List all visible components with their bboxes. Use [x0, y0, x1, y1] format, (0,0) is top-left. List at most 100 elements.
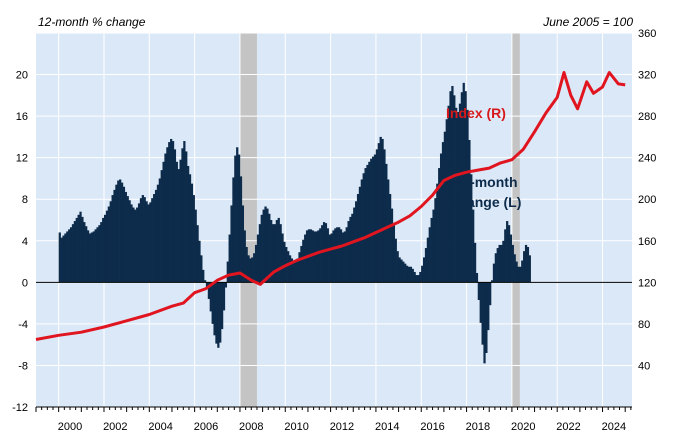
right-tick-label: 160 [638, 236, 656, 248]
change-bar [232, 177, 235, 283]
change-bar [79, 211, 82, 283]
change-bar [190, 183, 194, 283]
change-bar [158, 178, 161, 283]
right-tick-label: 280 [638, 111, 656, 123]
change-bar [528, 255, 531, 283]
change-bar [151, 198, 154, 283]
recession-shade [239, 33, 257, 407]
change-bar [524, 244, 528, 283]
change-bar [111, 195, 114, 283]
change-bar [187, 165, 190, 283]
change-bar [492, 263, 496, 283]
change-bar [83, 222, 86, 283]
change-bar [387, 179, 390, 283]
change-bar [179, 159, 182, 283]
change-bar [372, 156, 375, 283]
change-bar [253, 253, 256, 283]
change-bar [100, 222, 103, 283]
change-bar [236, 147, 239, 283]
x-tick-label: 2022 [556, 421, 580, 433]
change-bar [141, 195, 144, 283]
change-bar [245, 247, 248, 283]
change-bar [207, 282, 211, 299]
change-bar [264, 206, 267, 283]
change-bar [183, 141, 186, 283]
change-bar [451, 85, 454, 283]
x-tick-label: 2020 [511, 421, 535, 433]
change-bar [515, 261, 518, 283]
change-bar [164, 153, 167, 283]
change-bar [168, 142, 171, 283]
change-bar [181, 148, 184, 283]
change-bar [271, 224, 275, 283]
change-bar [406, 265, 409, 283]
change-bar [409, 266, 413, 283]
change-bar [292, 260, 295, 283]
change-bar [511, 244, 514, 283]
change-bar [64, 233, 67, 283]
change-bar [449, 91, 452, 283]
change-bar [124, 191, 127, 283]
change-bar [496, 248, 499, 283]
change-bar [283, 241, 286, 283]
change-bar [489, 282, 492, 306]
change-bar [462, 82, 465, 283]
change-bar [107, 206, 110, 283]
change-bar [122, 186, 126, 283]
change-bar [481, 282, 484, 345]
right-tick-label: 120 [638, 277, 656, 289]
index-line [35, 71, 626, 341]
change-bar [156, 184, 160, 283]
change-bar [103, 214, 107, 283]
change-bar [464, 91, 467, 283]
change-bar [173, 149, 177, 283]
change-bar [109, 201, 112, 283]
change-bar [205, 282, 209, 289]
change-bar [302, 239, 305, 283]
change-bar [288, 255, 292, 283]
change-bar [98, 225, 101, 283]
change-bar [453, 95, 456, 283]
annotation-label: 12-month [455, 174, 518, 190]
change-bar [526, 247, 530, 283]
change-bar [115, 184, 118, 283]
change-bar [120, 182, 124, 283]
left-tick-label: 8 [22, 194, 28, 206]
change-bar [241, 205, 245, 283]
change-bar [243, 230, 246, 283]
change-bar [92, 231, 95, 283]
change-bar [432, 209, 435, 283]
change-bar [396, 251, 399, 283]
x-tick-label: 2010 [284, 421, 308, 433]
change-bar [224, 282, 228, 288]
change-bar [130, 204, 133, 283]
change-bar [466, 109, 469, 283]
change-bar [336, 227, 339, 283]
left-tick-label: -4 [18, 319, 28, 331]
change-bar [268, 213, 271, 283]
change-bar [523, 251, 526, 283]
right-tick-label: 80 [638, 319, 650, 331]
x-tick-label: 2004 [148, 421, 172, 433]
change-bar [143, 197, 146, 283]
change-bar [247, 255, 250, 283]
change-bar [177, 169, 180, 283]
change-bar [273, 224, 277, 283]
change-bar [490, 280, 494, 283]
change-bar [117, 180, 120, 283]
change-bar [279, 224, 282, 283]
change-bar [128, 200, 131, 283]
change-bar [353, 207, 356, 283]
change-bar [402, 261, 405, 283]
x-tick-label: 2006 [194, 421, 218, 433]
change-bar [475, 272, 479, 283]
change-bar [351, 213, 354, 283]
change-bar [226, 261, 229, 283]
change-bar [287, 251, 290, 283]
change-bar [458, 103, 462, 283]
change-bar [71, 224, 75, 283]
change-bar [407, 266, 411, 283]
change-bar [426, 237, 430, 283]
change-bar [347, 221, 350, 283]
